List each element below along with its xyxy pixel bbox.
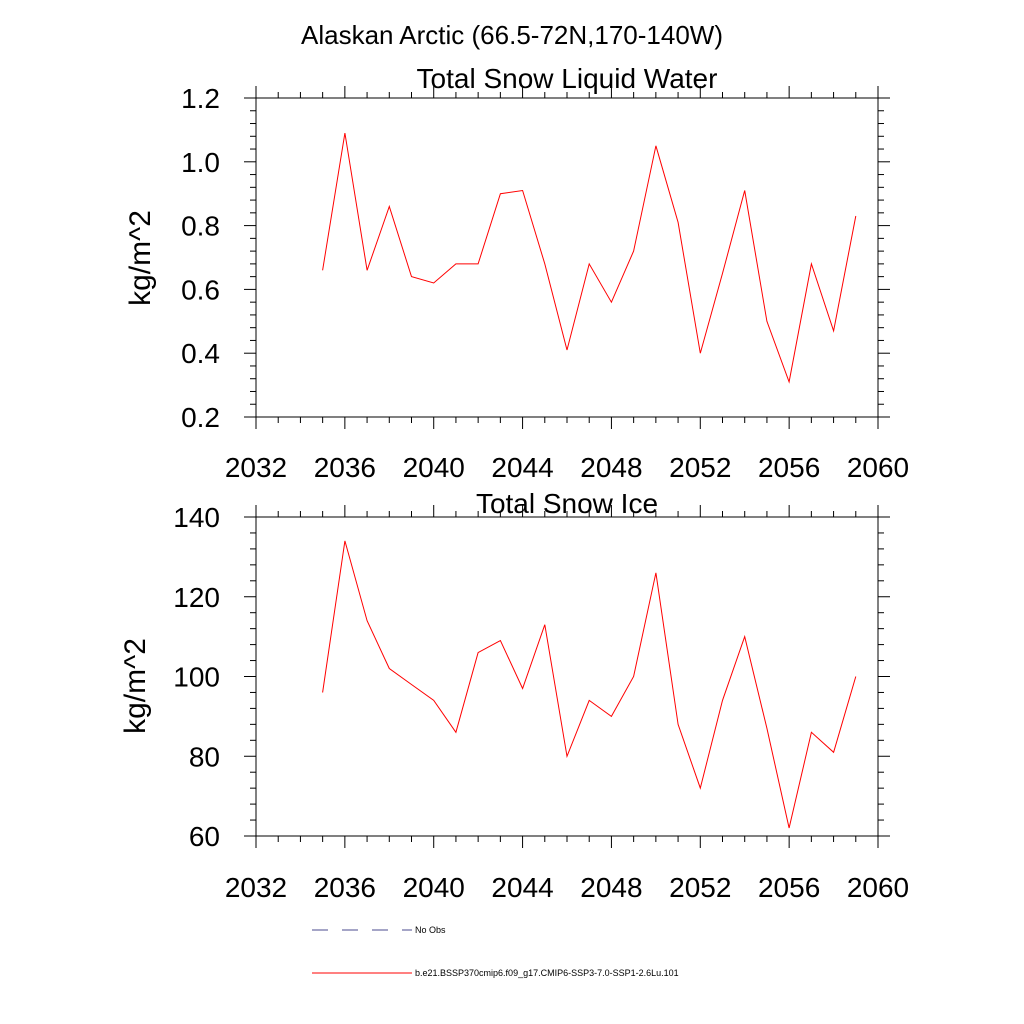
x-tick-label: 2040	[403, 872, 465, 903]
x-tick-label: 2052	[669, 872, 731, 903]
y-tick-label: 1.0	[181, 147, 220, 178]
figure-title: Alaskan Arctic (66.5-72N,170-140W)	[301, 20, 723, 50]
y-tick-label: 0.6	[181, 274, 220, 305]
x-tick-label: 2048	[580, 452, 642, 483]
legend-label-model-run: b.e21.BSSP370cmip6.f09_g17.CMIP6-SSP3-7.…	[415, 968, 679, 978]
legend-label-no-obs: No Obs	[415, 925, 446, 935]
plot-frame	[255, 516, 879, 837]
x-tick-label: 2036	[314, 452, 376, 483]
x-tick-label: 2060	[847, 872, 909, 903]
x-tick-label: 2040	[403, 452, 465, 483]
y-tick-label: 60	[189, 821, 220, 852]
x-tick-label: 2052	[669, 452, 731, 483]
y-tick-label: 0.2	[181, 402, 220, 433]
y-tick-label: 120	[173, 582, 220, 613]
panel-title: Total Snow Liquid Water	[417, 63, 718, 94]
x-tick-label: 2044	[491, 872, 553, 903]
x-tick-label: 2032	[225, 452, 287, 483]
y-axis-label: kg/m^2	[119, 638, 152, 734]
y-axis-label: kg/m^2	[124, 210, 157, 306]
x-tick-label: 2036	[314, 872, 376, 903]
y-tick-label: 140	[173, 502, 220, 533]
x-tick-label: 2056	[758, 452, 820, 483]
y-tick-label: 0.8	[181, 211, 220, 242]
series-line	[322, 540, 857, 829]
x-tick-label: 2032	[225, 872, 287, 903]
y-tick-label: 100	[173, 662, 220, 693]
y-tick-label: 1.2	[181, 83, 220, 114]
series-line	[322, 133, 857, 384]
panel-snow-liquid-water: Total Snow Liquid Water 2032 2036 2040 2044 2…	[124, 63, 909, 483]
x-tick-label: 2060	[847, 452, 909, 483]
y-tick-label: 80	[189, 741, 220, 772]
x-tick-label: 2044	[491, 452, 553, 483]
x-tick-label: 2056	[758, 872, 820, 903]
y-tick-label: 0.4	[181, 338, 220, 369]
legend: No Obs b.e21.BSSP370cmip6.f09_g17.CMIP6-…	[312, 925, 679, 978]
x-tick-label: 2048	[580, 872, 642, 903]
